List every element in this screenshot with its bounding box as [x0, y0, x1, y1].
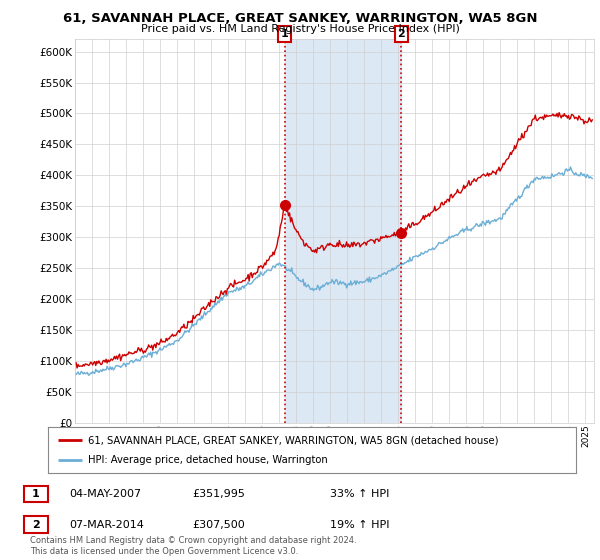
Text: 07-MAR-2014: 07-MAR-2014: [69, 520, 144, 530]
Text: 61, SAVANNAH PLACE, GREAT SANKEY, WARRINGTON, WA5 8GN: 61, SAVANNAH PLACE, GREAT SANKEY, WARRIN…: [63, 12, 537, 25]
Text: 2: 2: [32, 520, 40, 530]
Text: 2: 2: [397, 29, 405, 39]
Bar: [285, 39, 401, 423]
Text: 19% ↑ HPI: 19% ↑ HPI: [330, 520, 389, 530]
Text: 33% ↑ HPI: 33% ↑ HPI: [330, 489, 389, 499]
Text: Contains HM Land Registry data © Crown copyright and database right 2024.
This d: Contains HM Land Registry data © Crown c…: [30, 536, 356, 556]
Text: HPI: Average price, detached house, Warrington: HPI: Average price, detached house, Warr…: [88, 455, 328, 465]
Text: £307,500: £307,500: [192, 520, 245, 530]
Text: 04-MAY-2007: 04-MAY-2007: [69, 489, 141, 499]
Text: Price paid vs. HM Land Registry's House Price Index (HPI): Price paid vs. HM Land Registry's House …: [140, 24, 460, 34]
Text: 61, SAVANNAH PLACE, GREAT SANKEY, WARRINGTON, WA5 8GN (detached house): 61, SAVANNAH PLACE, GREAT SANKEY, WARRIN…: [88, 435, 498, 445]
Text: 1: 1: [281, 29, 289, 39]
Text: 1: 1: [32, 489, 40, 499]
Text: £351,995: £351,995: [192, 489, 245, 499]
